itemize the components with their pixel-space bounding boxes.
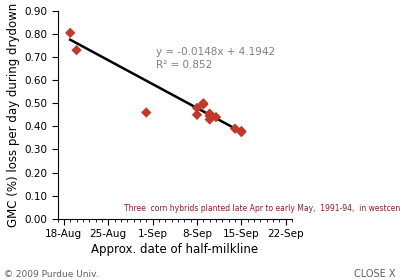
- Point: [238, 130, 244, 134]
- Point: [206, 114, 213, 118]
- Point: [73, 48, 80, 52]
- Point: [232, 126, 238, 131]
- Point: [67, 31, 74, 35]
- X-axis label: Approx. date of half-milkline: Approx. date of half-milkline: [91, 243, 258, 256]
- Text: Three  corn hybrids planted late Apr to early May,  1991-94,  in westcentral  In: Three corn hybrids planted late Apr to e…: [124, 204, 400, 213]
- Point: [200, 101, 206, 106]
- Text: y = -0.0148x + 4.1942
R² = 0.852: y = -0.0148x + 4.1942 R² = 0.852: [156, 47, 275, 70]
- Point: [194, 106, 200, 110]
- Text: © 2009 Purdue Univ.: © 2009 Purdue Univ.: [4, 270, 99, 279]
- Point: [213, 115, 219, 119]
- Point: [194, 113, 200, 117]
- Point: [238, 129, 244, 133]
- Point: [200, 102, 206, 107]
- Text: CLOSE X: CLOSE X: [354, 269, 396, 279]
- Y-axis label: GMC (%) loss per day during drydown: GMC (%) loss per day during drydown: [7, 3, 20, 227]
- Point: [206, 117, 213, 122]
- Point: [143, 110, 150, 115]
- Point: [206, 111, 213, 116]
